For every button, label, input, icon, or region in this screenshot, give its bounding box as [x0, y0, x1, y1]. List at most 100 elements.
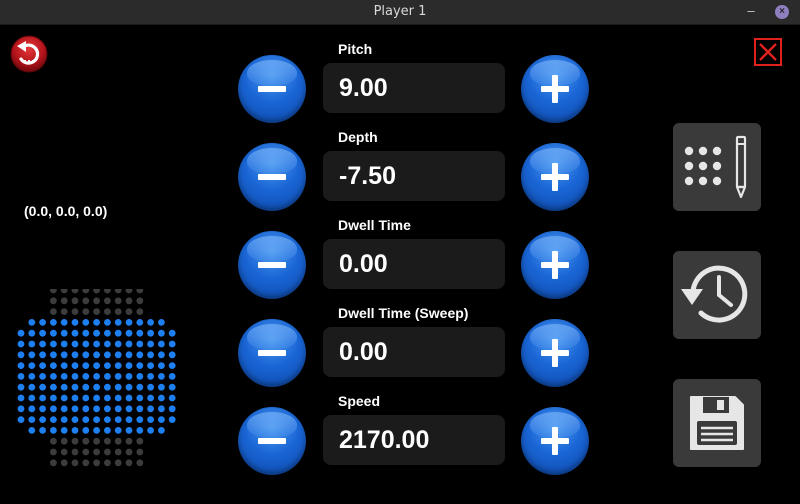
grid-dot — [17, 373, 25, 380]
grid-dot — [114, 394, 122, 402]
grid-dot — [147, 373, 155, 380]
grid-dot — [158, 362, 165, 369]
save-button[interactable] — [673, 379, 761, 467]
grid-dot — [71, 416, 79, 423]
grid-dot — [28, 340, 36, 348]
grid-dot — [125, 405, 133, 413]
grid-dot — [60, 319, 68, 326]
grid-dot — [71, 297, 79, 305]
grid-dot — [39, 351, 46, 359]
grid-dot — [82, 383, 90, 391]
grid-dot — [114, 437, 122, 445]
grid-dot — [28, 416, 36, 423]
grid-dot — [125, 373, 133, 380]
grid-dot — [60, 437, 68, 445]
history-button[interactable] — [673, 251, 761, 339]
speed-increment-button[interactable] — [521, 407, 589, 475]
grid-dot — [136, 340, 144, 348]
grid-dot — [93, 289, 100, 294]
grid-dot — [93, 351, 100, 359]
grid-dot — [17, 351, 25, 359]
grid-dot — [28, 394, 36, 402]
pitch-value-field[interactable]: 9.00 — [323, 63, 505, 113]
minus-icon — [258, 174, 286, 180]
grid-dot — [60, 289, 68, 294]
grid-dot — [50, 340, 57, 348]
grid-dot — [60, 329, 68, 337]
grid-dot — [82, 297, 90, 305]
grid-dot — [147, 362, 155, 369]
grid-dot — [104, 362, 111, 369]
depth-decrement-button[interactable] — [238, 143, 306, 211]
grid-dot — [125, 394, 133, 402]
grid-dot — [28, 373, 36, 380]
grid-dot — [82, 308, 90, 315]
grid-dot — [168, 329, 176, 337]
close-x-icon[interactable] — [754, 38, 782, 66]
pitch-decrement-button[interactable] — [238, 55, 306, 123]
grid-dot — [104, 459, 111, 467]
dwell-time-increment-button[interactable] — [521, 231, 589, 299]
grid-dot — [168, 416, 176, 423]
dwell-time-decrement-button[interactable] — [238, 231, 306, 299]
grid-dot — [82, 437, 90, 445]
grid-dot — [104, 373, 111, 380]
grid-dot — [28, 319, 36, 326]
history-icon — [681, 265, 748, 323]
grid-dot — [82, 405, 90, 413]
grid-dot — [71, 351, 79, 359]
grid-dot — [50, 308, 57, 315]
grid-dot — [136, 405, 144, 413]
speed-value-field[interactable]: 2170.00 — [323, 415, 505, 465]
param-value: 9.00 — [339, 74, 388, 102]
grid-dot — [104, 351, 111, 359]
grid-dot — [71, 362, 79, 369]
grid-dot — [136, 351, 144, 359]
undo-arrow-icon[interactable] — [10, 35, 48, 73]
grid-dot — [147, 340, 155, 348]
grid-dot — [136, 362, 144, 369]
grid-dot — [125, 459, 133, 467]
grid-dot — [104, 319, 111, 326]
grid-dot — [17, 340, 25, 348]
dwell-sweep-value-field[interactable]: 0.00 — [323, 327, 505, 377]
speed-decrement-button[interactable] — [238, 407, 306, 475]
position-readout: (0.0, 0.0, 0.0) — [24, 203, 108, 219]
grid-dot — [93, 297, 100, 305]
grid-dot — [125, 448, 133, 456]
grid-dot — [136, 437, 144, 445]
grid-dot — [114, 427, 122, 434]
grid-dot — [28, 351, 36, 359]
dwell-sweep-increment-button[interactable] — [521, 319, 589, 387]
grid-dot — [125, 329, 133, 337]
minimize-button[interactable]: – — [747, 3, 755, 18]
grid-dot — [158, 351, 165, 359]
param-label: Dwell Time (Sweep) — [338, 305, 469, 321]
grid-dot — [114, 297, 122, 305]
player-panel: (0.0, 0.0, 0.0) Pitch 9.00 Depth -7.50 D… — [0, 25, 800, 504]
grid-dot — [136, 383, 144, 391]
title-bar: Player 1 – × — [0, 0, 800, 25]
depth-increment-button[interactable] — [521, 143, 589, 211]
grid-dot — [17, 416, 25, 423]
grid-dot — [60, 373, 68, 380]
dwell-time-value-field[interactable]: 0.00 — [323, 239, 505, 289]
grid-dot — [114, 308, 122, 315]
grid-dot — [147, 329, 155, 337]
grid-dot — [39, 394, 46, 402]
grid-dot — [17, 394, 25, 402]
grid-dot — [39, 319, 46, 326]
keypad-edit-button[interactable] — [673, 123, 761, 211]
window-close-button[interactable]: × — [775, 5, 789, 19]
grid-dot — [136, 297, 144, 305]
pitch-increment-button[interactable] — [521, 55, 589, 123]
grid-dot — [104, 416, 111, 423]
grid-dot — [60, 362, 68, 369]
grid-dot — [136, 459, 144, 467]
grid-dot — [104, 297, 111, 305]
dwell-sweep-decrement-button[interactable] — [238, 319, 306, 387]
grid-dot — [93, 427, 100, 434]
grid-dot — [28, 405, 36, 413]
depth-value-field[interactable]: -7.50 — [323, 151, 505, 201]
grid-dot — [104, 427, 111, 434]
